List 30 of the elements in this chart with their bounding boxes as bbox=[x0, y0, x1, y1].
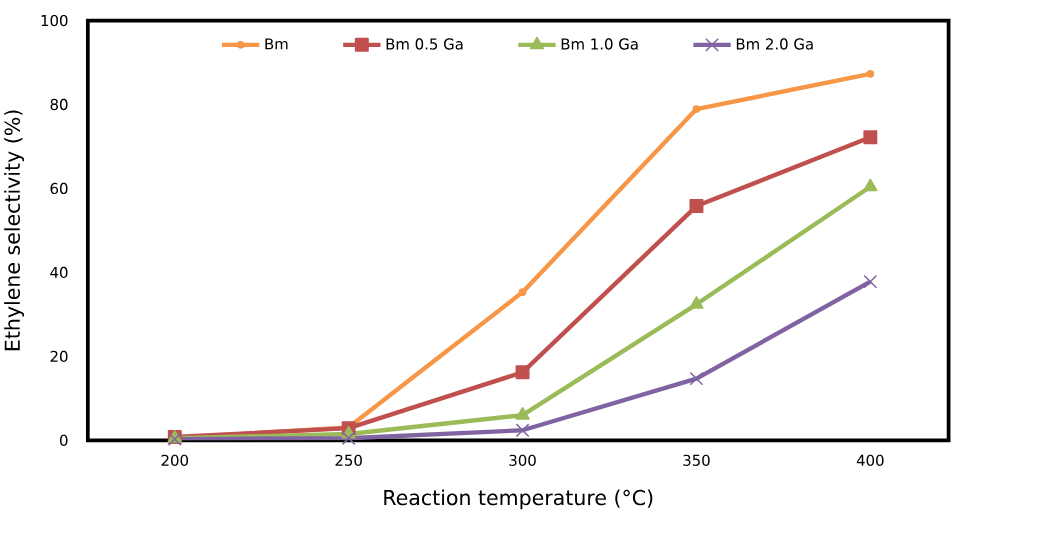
point bbox=[689, 199, 704, 214]
point bbox=[863, 178, 878, 192]
y-tick-label: 20 bbox=[50, 350, 68, 363]
point bbox=[689, 296, 704, 309]
x-tick-label: 300 bbox=[509, 454, 536, 467]
y-axis-title: Ethylene selectivity (%) bbox=[4, 110, 25, 351]
point bbox=[863, 274, 878, 289]
legend-label: Bm 0.5 Ga bbox=[386, 38, 463, 50]
x-tick-label: 350 bbox=[683, 454, 710, 467]
y-tick-label: 80 bbox=[50, 99, 68, 111]
x-axis-title: Reaction temperature (°C) bbox=[384, 489, 653, 510]
point bbox=[515, 423, 530, 438]
legend-label: Bm 2.0 Ga bbox=[736, 38, 813, 50]
point bbox=[689, 371, 704, 386]
point bbox=[692, 105, 701, 114]
point bbox=[863, 130, 878, 145]
point bbox=[515, 407, 530, 420]
y-tick-label: 100 bbox=[41, 15, 68, 27]
x-tick-label: 200 bbox=[161, 454, 189, 467]
point bbox=[515, 365, 530, 380]
point bbox=[866, 70, 875, 78]
y-tick-label: 0 bbox=[59, 434, 68, 447]
y-tick-label: 60 bbox=[50, 182, 68, 195]
point bbox=[518, 288, 527, 297]
y-tick-label: 40 bbox=[50, 266, 68, 279]
legend-label: Bm bbox=[265, 38, 288, 50]
point bbox=[341, 431, 356, 446]
x-tick-label: 250 bbox=[335, 454, 362, 467]
x-tick-label: 400 bbox=[856, 454, 884, 467]
legend-label: Bm 1.0 Ga bbox=[561, 38, 638, 50]
